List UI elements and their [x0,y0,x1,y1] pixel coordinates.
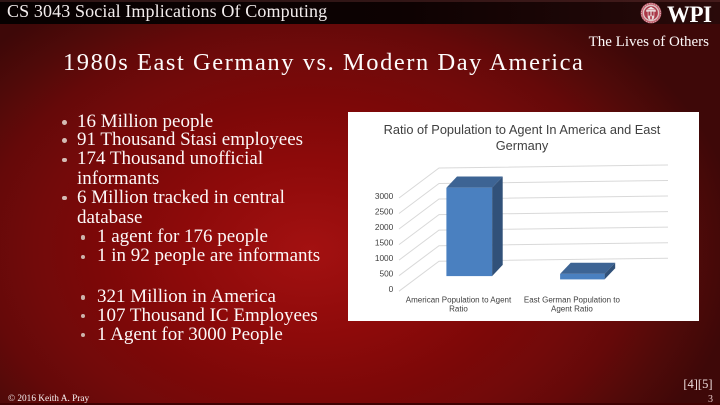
svg-text:East German Population to: East German Population to [524,295,621,304]
svg-text:American Population to Agent: American Population to Agent [406,295,512,304]
svg-text:500: 500 [379,269,393,279]
svg-text:Ratio: Ratio [449,305,468,314]
svg-text:Germany: Germany [496,138,549,153]
svg-text:2500: 2500 [375,206,394,216]
svg-text:1000: 1000 [375,253,394,263]
svg-text:3000: 3000 [375,191,394,201]
svg-text:2000: 2000 [375,222,394,232]
svg-text:Agent Ratio: Agent Ratio [551,305,593,314]
svg-text:0: 0 [389,284,394,294]
svg-text:WPI: WPI [667,2,712,27]
svg-text:1500: 1500 [375,237,394,247]
svg-text:Ratio of Population to Agent I: Ratio of Population to Agent In America … [384,122,661,137]
